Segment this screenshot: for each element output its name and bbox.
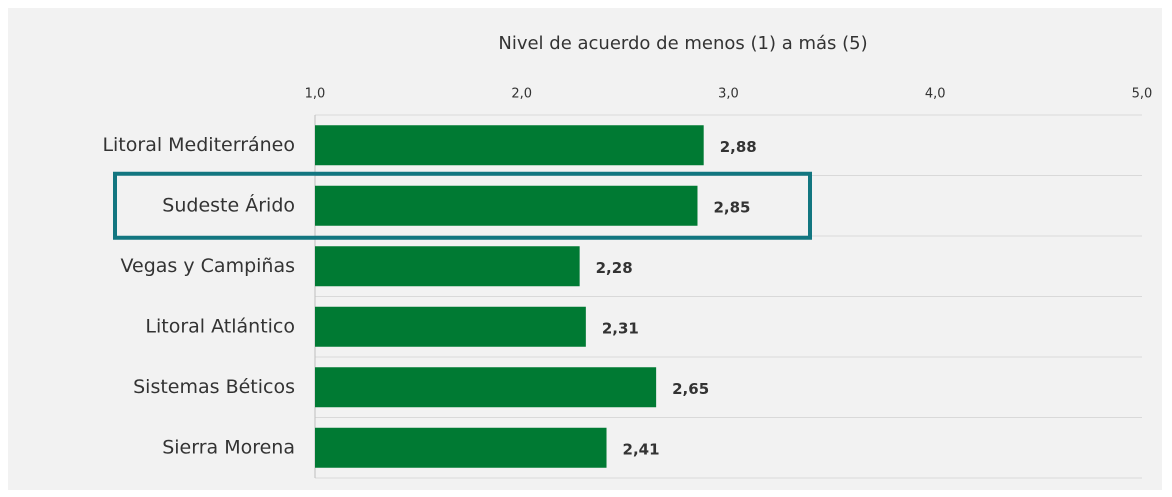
highlight-box (113, 171, 812, 240)
bar (315, 185, 698, 226)
y-tick-label: Sistemas Béticos (133, 376, 295, 398)
x-tick-label: 1,0 (305, 87, 326, 102)
bar (315, 125, 704, 166)
bar (315, 246, 580, 287)
bar (315, 367, 657, 408)
x-tick-label: 3,0 (718, 87, 739, 102)
plot-background (8, 8, 1162, 490)
x-tick-label: 5,0 (1132, 87, 1153, 102)
value-label: 2,65 (672, 380, 709, 398)
bar (315, 427, 607, 468)
bar (315, 306, 586, 347)
y-tick-label: Sierra Morena (162, 436, 295, 458)
y-tick-label: Vegas y Campiñas (121, 255, 295, 277)
value-label: 2,88 (720, 138, 757, 156)
value-label: 2,85 (713, 198, 750, 216)
value-label: 2,41 (623, 440, 660, 458)
value-label: 2,31 (602, 319, 639, 337)
y-tick-label: Sudeste Árido (162, 193, 295, 216)
x-tick-label: 4,0 (925, 87, 946, 102)
y-tick-label: Litoral Atlántico (145, 315, 295, 337)
axis-title: Nivel de acuerdo de menos (1) a más (5) (498, 33, 867, 54)
y-tick-label: Litoral Mediterráneo (102, 134, 295, 156)
x-tick-label: 2,0 (511, 87, 532, 102)
value-label: 2,28 (596, 259, 633, 277)
